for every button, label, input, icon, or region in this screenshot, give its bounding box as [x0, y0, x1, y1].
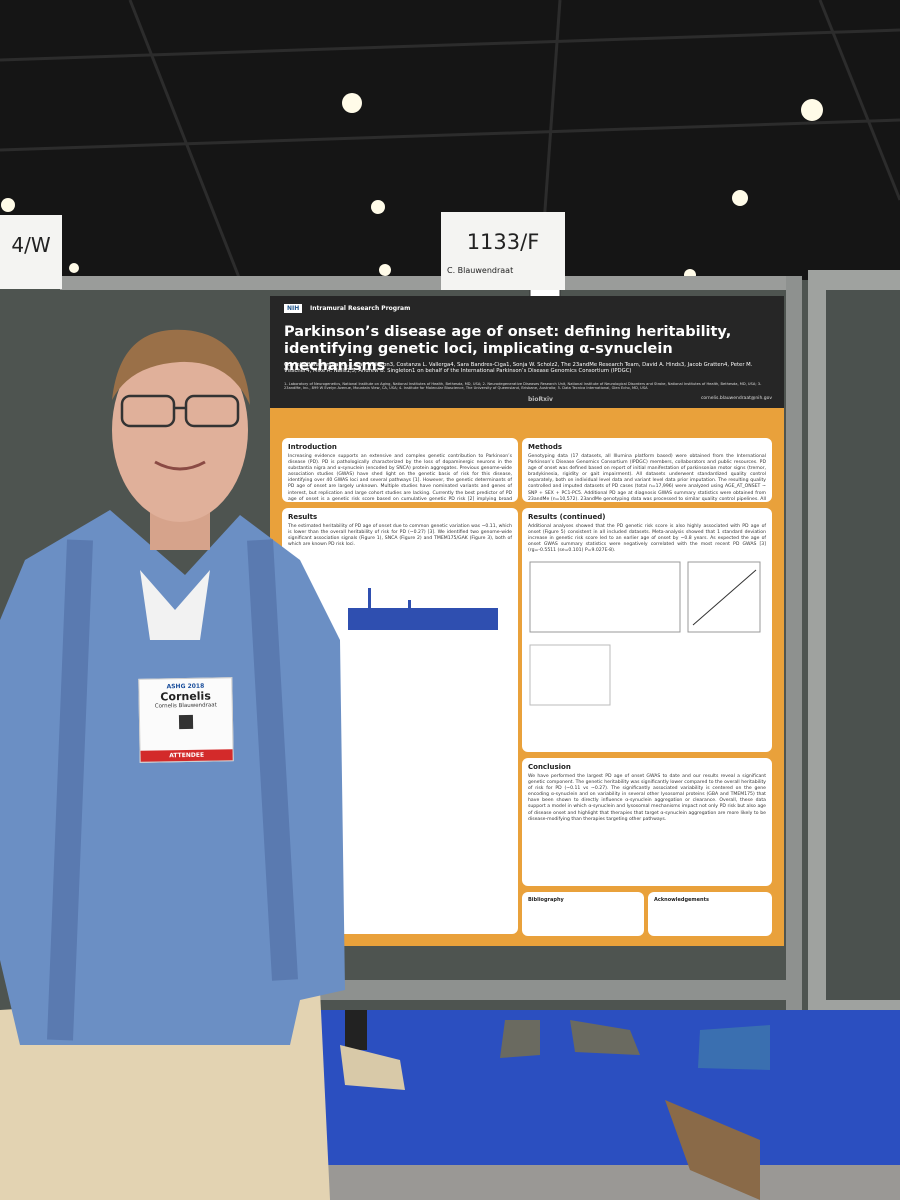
section: Conclusion We have performed the largest …	[522, 758, 772, 886]
logo: Intramural Research Program	[310, 305, 411, 312]
badge-role: ATTENDEE	[140, 749, 233, 762]
section: Acknowledgements	[648, 892, 772, 936]
section-heading: Introduction	[288, 443, 337, 451]
sign-text: 4/W	[11, 233, 51, 257]
section-text: Genotyping data (17 datasets, all Illumi…	[528, 454, 766, 502]
ceiling-beams	[0, 0, 900, 281]
section: Bibliography	[522, 892, 644, 936]
sign-board: 1133/F C. Blauwendraat	[441, 212, 565, 290]
section-heading: Conclusion	[528, 763, 571, 771]
board-frame	[60, 276, 800, 290]
figures	[529, 561, 761, 706]
section-heading: Bibliography	[528, 897, 564, 903]
badge-qr	[178, 714, 194, 730]
section-text: We have performed the largest PD age of …	[528, 774, 766, 822]
presenter-name: C. Blauwendraat	[447, 266, 514, 275]
badge-full-name: Cornelis Blauwendraat	[154, 702, 217, 710]
logo: bioRxiv	[528, 396, 553, 403]
logo: NIH	[284, 304, 303, 313]
section: Methods Genotyping data (17 datasets, all…	[522, 438, 772, 502]
section-heading: Methods	[528, 443, 563, 451]
poster-email: cornelis.blauwendraat@nih.gov	[700, 396, 772, 401]
ceiling-lights	[1, 93, 823, 281]
section-text: Increasing evidence supports an extensiv…	[288, 454, 512, 502]
badge: ASHG 2018 Cornelis Cornelis Blauwendraat…	[138, 677, 234, 763]
hair	[112, 329, 250, 405]
poster-title: Parkinson’s disease age of onset: defini…	[284, 324, 732, 374]
section-heading: Results (continued)	[528, 513, 606, 521]
section-heading: Acknowledgements	[654, 897, 709, 903]
section: Introduction Increasing evidence supports…	[282, 438, 518, 502]
face	[112, 338, 248, 522]
poster-affiliations: 1- Laboratory of Neurogenetics, National…	[284, 382, 762, 391]
poster-header: NIH Intramural Research Program bioRxiv …	[270, 296, 784, 408]
glasses	[120, 394, 240, 428]
undershirt	[140, 570, 210, 640]
section-text: The estimated heritability of PD age of …	[288, 524, 512, 548]
shirt-stripes	[47, 539, 298, 1041]
section-text: Additional analyses showed that the PD g…	[528, 524, 766, 554]
sign-left: 4/W	[0, 215, 62, 289]
manhattan-plot	[348, 588, 498, 631]
mouth	[154, 460, 206, 471]
board-frame	[320, 980, 800, 1000]
section-heading: Results	[288, 513, 318, 521]
poster-authors: Cornelis Blauwendraat1,2, Karl Heilbron3…	[284, 362, 753, 375]
poster-board	[826, 290, 900, 1000]
board-number: 1133/F	[466, 230, 540, 254]
feet	[340, 1010, 770, 1200]
board-frame	[786, 276, 802, 1056]
section: Results (continued) Additional analyses s…	[522, 508, 772, 752]
